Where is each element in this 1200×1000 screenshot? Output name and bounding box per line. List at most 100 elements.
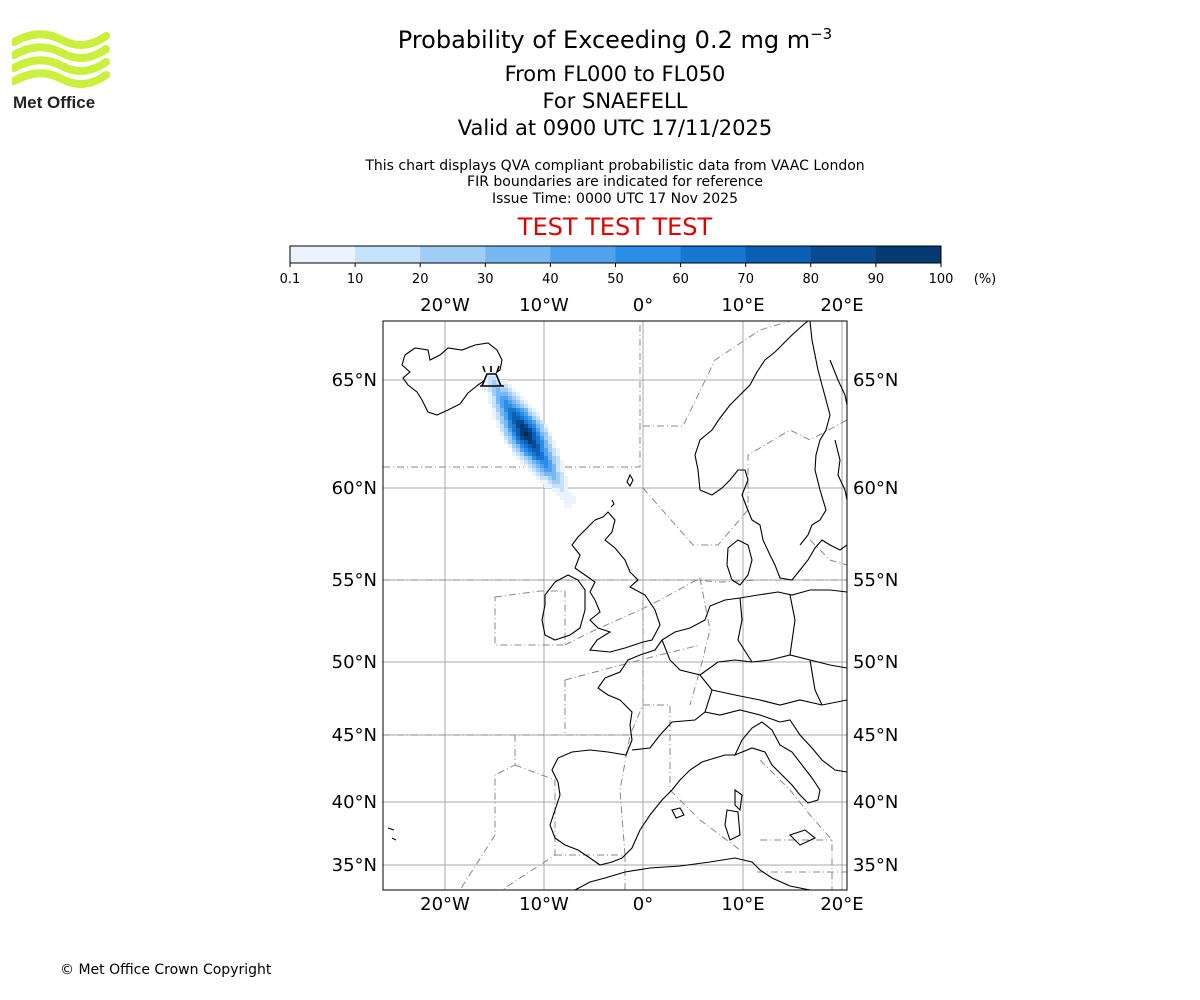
- ash-probability-cell: [556, 464, 560, 468]
- ash-probability-cell: [520, 396, 524, 400]
- ash-probability-cell: [508, 412, 512, 416]
- logo-text: Met Office: [13, 93, 95, 112]
- ash-probability-cell: [552, 452, 556, 456]
- ash-probability-cell: [488, 396, 492, 400]
- ash-probability-cell: [532, 408, 536, 412]
- logo-waves-icon: [12, 30, 110, 88]
- ash-probability-cell: [492, 408, 496, 412]
- colorbar-tick-label: 0.1: [280, 272, 301, 287]
- ash-probability-cell: [496, 396, 500, 400]
- ash-probability-cell: [552, 476, 556, 480]
- chart-title: Probability of Exceeding 0.2 mg m−3: [397, 25, 833, 54]
- ash-probability-cell: [508, 392, 512, 396]
- ash-probability-cell: [520, 452, 524, 456]
- ash-probability-cell: [508, 436, 512, 440]
- ash-probability-cell: [540, 440, 544, 444]
- ash-probability-cell: [512, 412, 516, 416]
- longitude-label: 20°E: [820, 295, 863, 316]
- ash-probability-cell: [544, 432, 548, 436]
- ash-probability-cell: [508, 400, 512, 404]
- colorbar-tick-label: 80: [803, 272, 820, 287]
- ash-probability-cell: [524, 428, 528, 432]
- ash-probability-cell: [528, 424, 532, 428]
- ash-probability-cell: [540, 476, 544, 480]
- ash-probability-cell: [500, 420, 504, 424]
- ash-probability-cell: [556, 456, 560, 460]
- ash-probability-cell: [488, 380, 492, 384]
- ash-probability-cell: [492, 376, 496, 380]
- ash-probability-cell: [532, 452, 536, 456]
- ash-probability-cell: [544, 480, 548, 484]
- ash-probability-cell: [540, 424, 544, 428]
- ash-probability-cell: [552, 464, 556, 468]
- ash-probability-cell: [520, 436, 524, 440]
- ash-probability-cell: [556, 480, 560, 484]
- ash-probability-cell: [508, 416, 512, 420]
- ash-probability-cell: [516, 432, 520, 436]
- ash-probability-cell: [544, 464, 548, 468]
- ash-probability-cell: [524, 412, 528, 416]
- ash-probability-cell: [516, 408, 520, 412]
- ash-probability-cell: [556, 476, 560, 480]
- ash-probability-cell: [536, 456, 540, 460]
- ash-probability-cell: [532, 464, 536, 468]
- ash-probability-cell: [516, 392, 520, 396]
- ash-probability-cell: [556, 492, 560, 496]
- latitude-label: 35°N: [332, 855, 377, 876]
- ash-probability-cell: [552, 440, 556, 444]
- ash-probability-cell: [500, 400, 504, 404]
- ash-probability-cell: [544, 460, 548, 464]
- ash-probability-cell: [536, 416, 540, 420]
- ash-probability-cell: [548, 456, 552, 460]
- ash-probability-cell: [508, 440, 512, 444]
- ash-probability-cell: [532, 436, 536, 440]
- logo-wave: [12, 30, 110, 49]
- ash-probability-cell: [540, 468, 544, 472]
- ash-probability-cell: [560, 492, 564, 496]
- ash-probability-cell: [540, 420, 544, 424]
- ash-probability-cell: [556, 448, 560, 452]
- ash-probability-cell: [524, 420, 528, 424]
- latitude-label: 45°N: [332, 725, 377, 746]
- ash-probability-cell: [500, 424, 504, 428]
- ash-probability-cell: [548, 432, 552, 436]
- ash-probability-cell: [504, 412, 508, 416]
- ash-probability-cell: [528, 428, 532, 432]
- ash-probability-cell: [512, 416, 516, 420]
- ash-probability-cell: [544, 484, 548, 488]
- ash-probability-cell: [520, 424, 524, 428]
- ash-probability-cell: [500, 380, 504, 384]
- ash-probability-cell: [548, 444, 552, 448]
- ash-probability-cell: [540, 428, 544, 432]
- longitude-label: 20°W: [420, 295, 470, 316]
- ash-probability-cell: [564, 492, 568, 496]
- colorbar-bin: [745, 246, 812, 263]
- info-line-fir: FIR boundaries are indicated for referen…: [467, 174, 763, 190]
- ash-probability-cell: [544, 428, 548, 432]
- ash-probability-cell: [496, 388, 500, 392]
- latitude-label: 40°N: [853, 792, 898, 813]
- colorbar-tick-label: 10: [347, 272, 364, 287]
- ash-probability-cell: [528, 404, 532, 408]
- ash-probability-cell: [528, 468, 532, 472]
- copyright-notice: © Met Office Crown Copyright: [60, 962, 272, 978]
- ash-probability-cell: [556, 484, 560, 488]
- ash-probability-cell: [528, 448, 532, 452]
- ash-probability-cell: [548, 464, 552, 468]
- ash-probability-cell: [516, 444, 520, 448]
- ash-probability-cell: [528, 460, 532, 464]
- ash-probability-cell: [520, 448, 524, 452]
- ash-probability-cell: [540, 472, 544, 476]
- ash-probability-cell: [512, 424, 516, 428]
- ash-probability-cell: [524, 432, 528, 436]
- ash-probability-cell: [548, 448, 552, 452]
- ash-probability-cell: [524, 436, 528, 440]
- ash-probability-cell: [532, 472, 536, 476]
- ash-probability-cell: [524, 456, 528, 460]
- ash-probability-cell: [520, 412, 524, 416]
- colorbar-bin: [615, 246, 682, 263]
- longitude-label: 10°W: [519, 894, 569, 915]
- ash-probability-cell: [556, 488, 560, 492]
- logo-wave: [12, 56, 110, 75]
- ash-probability-cell: [548, 436, 552, 440]
